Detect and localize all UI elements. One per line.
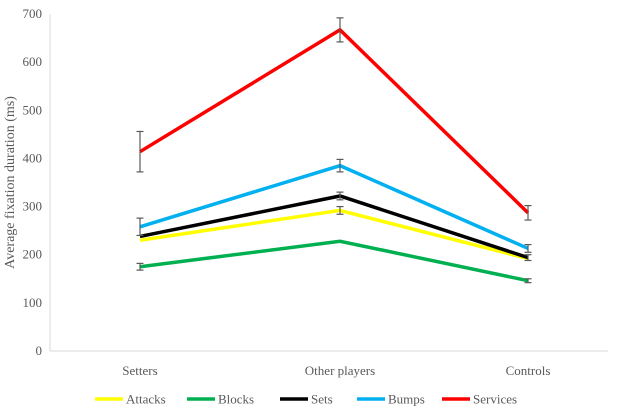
y-tick-label: 300 (23, 199, 43, 214)
error-bar (336, 191, 344, 201)
legend-item-services: Services (442, 392, 517, 407)
error-bar (336, 158, 344, 173)
y-axis-title: Average fixation duration (ms) (3, 96, 18, 269)
series-blocks (136, 239, 532, 284)
legend-item-blocks: Blocks (187, 392, 254, 407)
legend-item-bumps: Bumps (357, 392, 425, 407)
y-tick-label: 0 (36, 343, 43, 358)
series-line (139, 27, 530, 215)
error-bar (136, 130, 144, 173)
legend-item-sets: Sets (280, 392, 333, 407)
series-services (136, 17, 532, 221)
series-line (139, 239, 529, 283)
series-layer (136, 17, 532, 284)
legend-label: Services (473, 392, 517, 407)
x-tick-label: Other players (305, 363, 375, 378)
y-tick-label: 700 (23, 6, 43, 21)
x-tick-label: Setters (122, 363, 157, 378)
series-attacks (139, 205, 529, 261)
legend-label: Sets (311, 392, 333, 407)
error-bar (524, 254, 532, 262)
error-bar (524, 278, 532, 284)
error-bar (136, 262, 144, 271)
series-line (139, 163, 529, 251)
y-axis-tick-labels: 0 100 200 300 400 500 600 700 (23, 6, 43, 358)
legend-label: Bumps (388, 392, 425, 407)
error-bar (336, 205, 344, 215)
legend-label: Attacks (126, 392, 166, 407)
error-bar (336, 17, 344, 43)
y-tick-label: 400 (23, 150, 43, 165)
legend: Attacks Blocks Sets Bumps Services (95, 392, 517, 407)
y-tick-label: 500 (23, 102, 43, 117)
error-bar (524, 244, 532, 253)
series-sets (139, 191, 532, 262)
series-bumps (136, 158, 532, 253)
x-axis-tick-labels: Setters Other players Controls (122, 363, 550, 378)
series-line (139, 208, 529, 261)
y-tick-label: 200 (23, 247, 43, 262)
legend-label: Blocks (218, 392, 254, 407)
error-bar (524, 205, 532, 221)
error-bar (136, 217, 144, 237)
y-tick-label: 100 (23, 295, 43, 310)
x-tick-label: Controls (506, 363, 551, 378)
y-tick-label: 600 (23, 54, 43, 69)
series-line (139, 194, 529, 260)
legend-item-attacks: Attacks (95, 392, 166, 407)
